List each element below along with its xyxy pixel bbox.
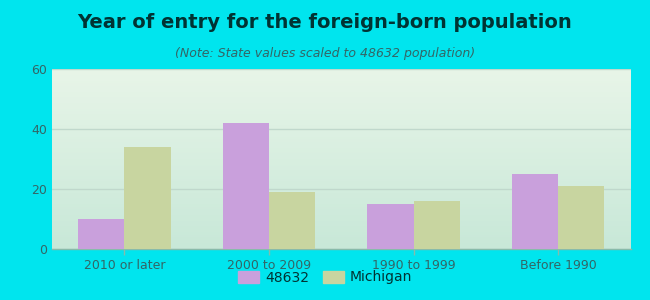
Bar xyxy=(269,192,315,249)
Text: Year of entry for the foreign-born population: Year of entry for the foreign-born popul… xyxy=(77,14,573,32)
Text: (Note: State values scaled to 48632 population): (Note: State values scaled to 48632 popu… xyxy=(175,46,475,59)
Bar xyxy=(367,204,413,249)
Bar xyxy=(512,174,558,249)
Bar xyxy=(223,123,269,249)
Bar xyxy=(413,201,460,249)
Legend: 48632, Michigan: 48632, Michigan xyxy=(233,265,417,290)
Bar xyxy=(78,219,124,249)
Bar xyxy=(558,186,605,249)
Bar xyxy=(124,147,170,249)
